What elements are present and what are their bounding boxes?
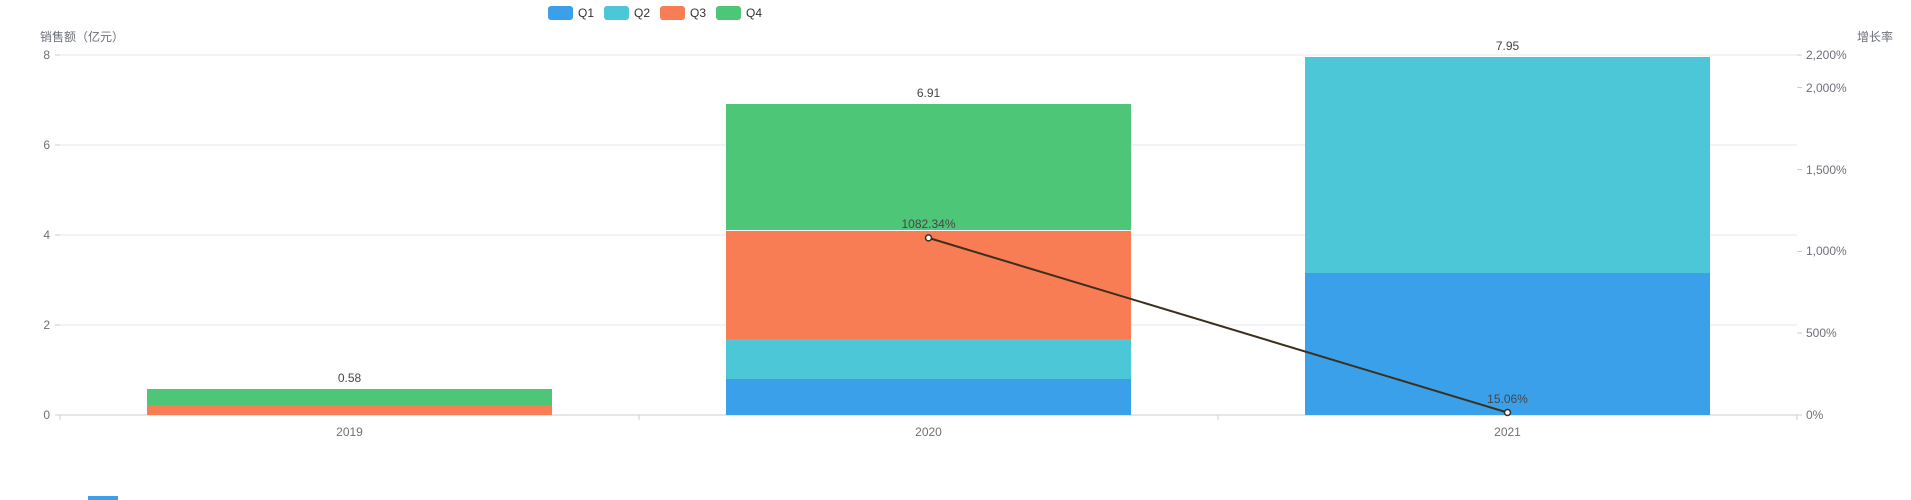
left-axis-tick-label-2: 2 (43, 318, 50, 332)
legend-label: Q3 (690, 6, 707, 20)
left-axis-tick-label-6: 6 (43, 138, 50, 152)
x-tick-label-2019: 2019 (336, 425, 363, 439)
legend-item-Q2[interactable]: Q2 (604, 6, 650, 20)
right-axis-tick-label-1,000%: 1,000% (1806, 244, 1847, 259)
legend-marker-Q1 (548, 6, 573, 20)
legend-label: Q1 (578, 6, 595, 20)
bar-segment-2020-Q2[interactable] (725, 338, 1132, 379)
right-axis-tick-label-500%: 500% (1806, 326, 1837, 341)
line-point-2021[interactable] (1503, 408, 1512, 417)
total-label-2021: 7.95 (1495, 39, 1520, 54)
left-axis-tick-label-8: 8 (43, 48, 50, 62)
right-axis-tick-label-1,500%: 1,500% (1806, 162, 1847, 177)
left-axis-tick-label-4: 4 (43, 228, 50, 242)
total-label-2019: 0.58 (337, 370, 362, 385)
legend-marker-Q2 (604, 6, 630, 20)
legend-marker-Q4 (716, 6, 742, 20)
legend-label: Q2 (634, 6, 651, 20)
right-axis-tick-label-0%: 0% (1806, 408, 1824, 422)
line-series-增长率 (928, 236, 1508, 414)
line-point-2020[interactable] (924, 234, 933, 242)
bar-segment-2019-Q3[interactable] (146, 404, 553, 415)
x-tick-label-2020: 2020 (915, 425, 942, 439)
left-axis-tick-label-0: 0 (43, 408, 50, 422)
line-point-label-2021: 15.06% (1487, 391, 1528, 406)
left-axis-title: 销售额（亿元） (40, 30, 125, 44)
right-axis-title: 增长率 (1856, 30, 1893, 44)
bar-segment-2020-Q4[interactable] (725, 104, 1132, 231)
legend-marker-Q3 (660, 6, 686, 20)
right-axis-tick-label-2,000%: 2,000% (1806, 80, 1847, 95)
legend-item-Q4[interactable]: Q4 (716, 6, 762, 20)
right-axis-tick-label-2,200%: 2,200% (1806, 48, 1847, 62)
line-point-label-2020: 1082.34% (901, 216, 956, 231)
legend-label: Q4 (746, 6, 763, 20)
clipped-bottom-element (88, 496, 118, 500)
bar-segment-2020-Q3[interactable] (725, 230, 1132, 339)
legend-item-Q1[interactable]: Q1 (548, 6, 594, 20)
legend-item-Q3[interactable]: Q3 (660, 6, 706, 20)
bar-segment-2020-Q1[interactable] (725, 379, 1132, 415)
chart-legend: Q1 Q2 Q3 Q4 (548, 6, 762, 20)
bar-segment-2021-Q1[interactable] (1304, 273, 1711, 415)
bar-segment-2019-Q4[interactable] (146, 388, 553, 405)
x-tick-label-2021: 2021 (1494, 425, 1521, 439)
total-label-2020: 6.91 (916, 86, 941, 101)
bar-segment-2021-Q2[interactable] (1304, 57, 1711, 274)
